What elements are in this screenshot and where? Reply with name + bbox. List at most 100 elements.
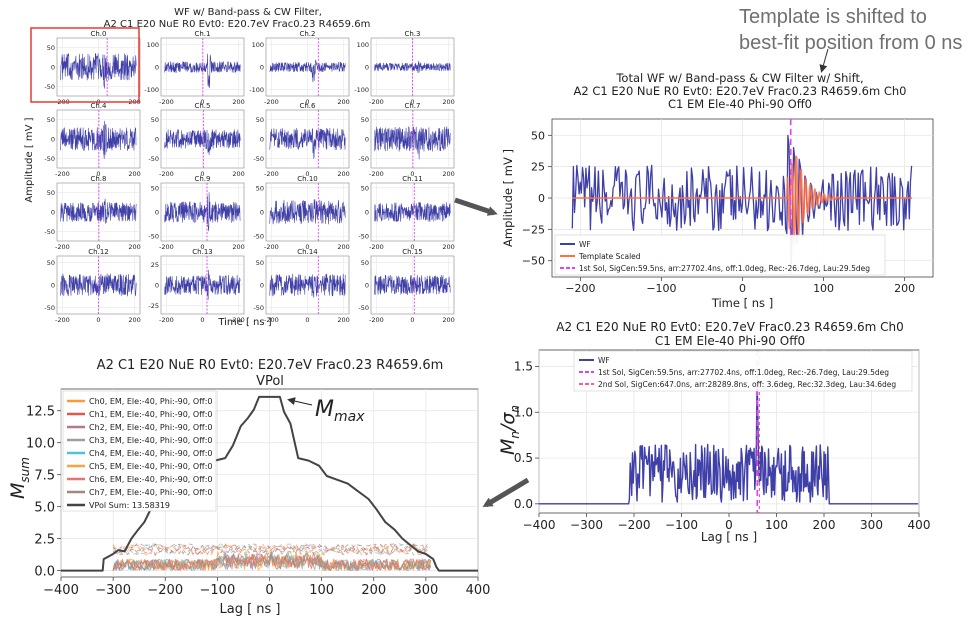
channel-xtick-label: 0 xyxy=(200,243,204,251)
channel-ytick-label: -50 xyxy=(358,155,369,163)
ratio-xtick-label: −100 xyxy=(665,518,698,532)
ratio-curve xyxy=(539,375,919,505)
sum-channel-envelope xyxy=(112,543,428,556)
channel-xtick-label: 0 xyxy=(305,243,309,251)
channel-ytick-label: 0 xyxy=(260,209,264,217)
sum-xtick-label: −300 xyxy=(95,583,131,598)
channel-xtick-label: 0 xyxy=(96,170,100,178)
shift-xtick-label: −100 xyxy=(646,282,676,295)
ratio-ytick-label: 1.0 xyxy=(514,405,533,419)
shift-ytick-label: −25 xyxy=(522,223,545,236)
channel-ytick-label: 50 xyxy=(151,184,159,192)
sum-channel-envelope xyxy=(113,543,428,556)
channel-ytick-label: 0 xyxy=(365,282,369,290)
shift-xtick-label: 100 xyxy=(813,282,834,295)
channel-xtick-label: 200 xyxy=(232,170,244,178)
channel-ytick-label: -50 xyxy=(253,233,264,241)
channel-subplot: Ch.2 100 0 -100-200 0 200 xyxy=(249,30,350,106)
ratio-xtick-label: −300 xyxy=(570,518,603,532)
channel-ytick-label: -50 xyxy=(253,155,264,163)
annotation-pointer-arrow xyxy=(819,48,829,73)
channel-ytick-label: 0 xyxy=(365,136,369,144)
channel-xtick-label: 0 xyxy=(305,316,309,324)
sum-legend: Ch0, EM, Ele:-40, Phi:-90, Off:0 Ch1, EM,… xyxy=(62,390,217,512)
sum-xtick-label: 100 xyxy=(309,583,334,598)
channel-xtick-label: 0 xyxy=(410,170,414,178)
ratio-xtick-label: 300 xyxy=(860,518,883,532)
channel-ytick-label: 0 xyxy=(51,136,55,144)
channel-title: Ch.2 xyxy=(299,30,315,38)
channel-ytick-label: 50 xyxy=(361,259,369,267)
channel-ytick-label: 50 xyxy=(47,116,55,124)
channel-title: Ch.1 xyxy=(194,30,210,38)
channel-ytick-label: 100 xyxy=(252,41,264,49)
channel-xtick-label: -200 xyxy=(369,170,384,178)
channel-xtick-label: 0 xyxy=(200,98,204,106)
sum-ytick-label: 10.0 xyxy=(26,437,55,452)
channel-subplot: Ch.11 50 0 -50-200 0 200 xyxy=(358,175,454,251)
channel-ytick-label: 0 xyxy=(155,282,159,290)
ratio-xtick-label: 400 xyxy=(908,518,931,532)
channel-subplot: Ch.14 50 0 -50-200 0 200 xyxy=(253,248,349,324)
grid-xlabel: Time [ ns ] xyxy=(217,317,271,328)
sum-xtick-label: 400 xyxy=(466,583,491,598)
channel-waveform xyxy=(269,273,346,298)
ratio-legend-label: 2nd Sol, SigCen:647.0ns, arr:28289.8ns, … xyxy=(598,380,896,389)
channel-xtick-label: -200 xyxy=(159,243,174,251)
channel-ytick-label: 0 xyxy=(155,136,159,144)
template-note-line1: Template is shifted to xyxy=(739,6,927,28)
sum-title-line: A2 C1 E20 NuE R0 Evt0: E20.7eV Frac0.23 … xyxy=(97,358,444,373)
channel-ytick-label: 50 xyxy=(361,116,369,124)
channel-ytick-label: 50 xyxy=(256,184,264,192)
channel-xtick-label: -200 xyxy=(264,316,279,324)
sum-title-line: VPol xyxy=(256,374,284,389)
channel-xtick-label: -200 xyxy=(264,170,279,178)
channel-xtick-label: 200 xyxy=(442,98,454,106)
channel-subplot: Ch.10 50 0 -50-200 0 200 xyxy=(253,175,349,251)
channel-xtick-label: 200 xyxy=(128,170,140,178)
channel-waveform xyxy=(164,192,241,232)
shift-legend-label: Template Scaled xyxy=(578,252,641,261)
channel-waveform xyxy=(164,269,241,300)
shift-legend-label: WF xyxy=(579,240,591,249)
channel-xtick-label: -200 xyxy=(159,170,174,178)
channel-title: Ch.13 xyxy=(192,248,212,256)
channel-xtick-label: 200 xyxy=(442,170,454,178)
channel-title: Ch.3 xyxy=(404,30,420,38)
channel-title: Ch.15 xyxy=(402,248,422,256)
channel-xtick-label: 0 xyxy=(200,170,204,178)
sum-legend-label: Ch6, EM, Ele:-40, Phi:-90, Off:0 xyxy=(89,475,212,484)
shift-xtick-label: 200 xyxy=(894,282,915,295)
ratio-xtick-label: −200 xyxy=(618,518,651,532)
channel-ytick-label: -50 xyxy=(44,155,55,163)
channel-ytick-label: 50 xyxy=(151,116,159,124)
sum-xtick-label: −400 xyxy=(43,583,79,598)
channel-ytick-label: 0 xyxy=(51,282,55,290)
channel-waveform xyxy=(269,199,346,225)
channel-xtick-label: 0 xyxy=(410,316,414,324)
ratio-legend-label: WF xyxy=(598,356,610,365)
channel-title: Ch.6 xyxy=(299,102,316,110)
shift-ylabel: Amplitude [ mV ] xyxy=(501,149,515,247)
channel-xtick-label: 200 xyxy=(337,170,349,178)
vpol-sum-panel: A2 C1 E20 NuE R0 Evt0: E20.7eV Frac0.23 … xyxy=(7,358,490,617)
channel-waveform xyxy=(374,126,451,160)
channel-ytick-label: -50 xyxy=(148,233,159,241)
channel-xtick-label: 200 xyxy=(337,243,349,251)
shift-waveform xyxy=(571,134,913,265)
channel-ytick-label: 50 xyxy=(256,259,264,267)
channel-ytick-label: 0 xyxy=(260,136,264,144)
channel-xtick-label: 0 xyxy=(410,243,414,251)
sum-legend-label: Ch0, EM, Ele:-40, Phi:-90, Off:0 xyxy=(89,397,212,406)
channel-xtick-label: 200 xyxy=(232,316,244,324)
channel-xtick-label: 0 xyxy=(96,316,100,324)
sum-curve xyxy=(61,395,478,572)
ratio-legend: WF 1st Sol, SigCen:59.5ns, arr:27702.4ns,… xyxy=(573,350,913,392)
channel-xtick-label: 200 xyxy=(442,243,454,251)
sum-legend-label: Ch2, EM, Ele:-40, Phi:-90, Off:0 xyxy=(89,423,212,432)
channel-xtick-label: -200 xyxy=(55,243,70,251)
shift-xtick-label: 0 xyxy=(739,282,746,295)
flow-arrow-left xyxy=(482,477,530,508)
channel-xtick-label: 200 xyxy=(128,243,140,251)
